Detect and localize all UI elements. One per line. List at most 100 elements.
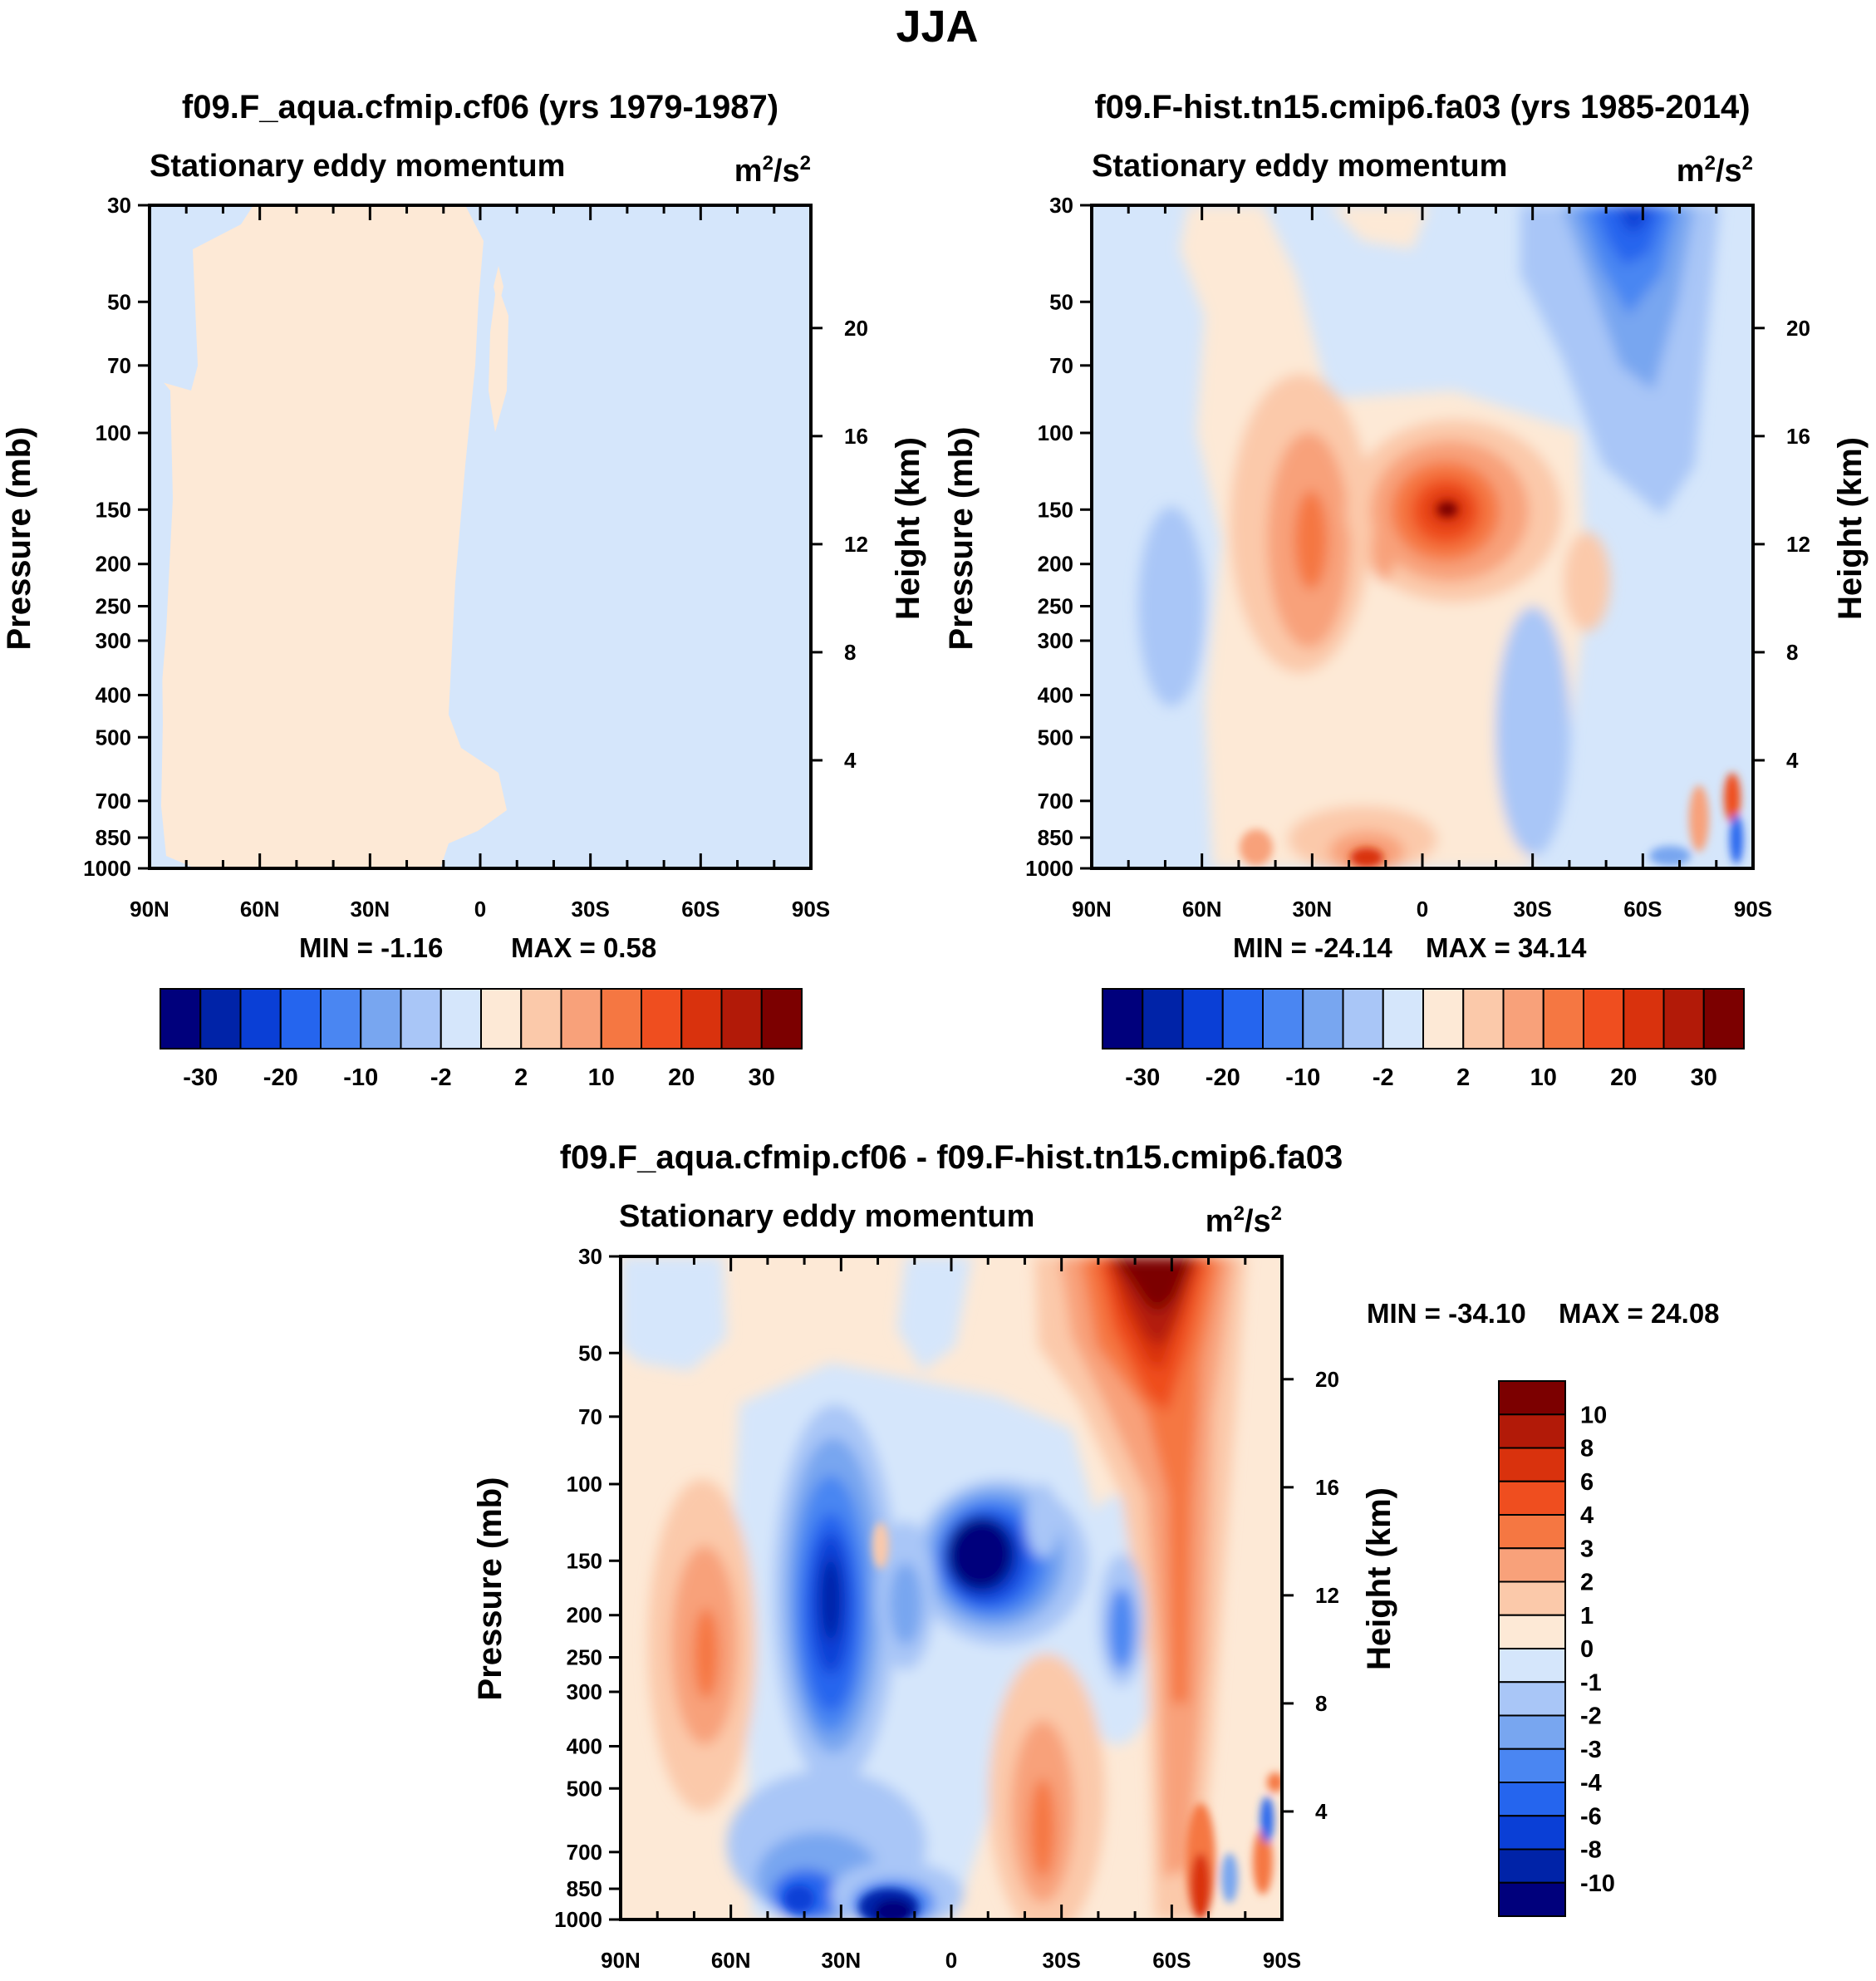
colorbar-label: 4 — [1580, 1502, 1594, 1529]
y-tick-label: 700 — [1038, 789, 1073, 814]
y-tick-label: 150 — [1038, 497, 1073, 522]
colorbar-swatch — [1498, 1848, 1566, 1884]
colorbar-label: 20 — [1610, 1064, 1637, 1091]
contour-band — [621, 1256, 727, 1371]
panel-title: f09.F_aqua.cfmip.cf06 - f09.F-hist.tn15.… — [560, 1139, 1343, 1176]
x-tick-label: 90N — [130, 897, 169, 922]
colorbar-label: 2 — [514, 1064, 528, 1091]
colorbar-label: -8 — [1580, 1837, 1602, 1864]
y-tick-label: 150 — [96, 497, 131, 522]
colorbar-swatch — [560, 988, 602, 1049]
contour-band — [1372, 515, 1395, 582]
y-tick-label: 70 — [107, 353, 131, 378]
y2-tick-label: 12 — [1315, 1583, 1339, 1608]
contour-band — [1191, 1853, 1211, 1920]
y-tick-label: 850 — [1038, 825, 1073, 850]
y2-tick-label: 12 — [1786, 532, 1810, 557]
min-label: MIN = -34.10 — [1367, 1298, 1526, 1329]
y-tick-label: 1000 — [1025, 856, 1073, 881]
contour-field — [621, 1256, 1282, 1920]
contour-band — [1294, 490, 1328, 590]
variable-label: Stationary eddy momentum — [150, 149, 565, 184]
y-tick-label: 30 — [1049, 193, 1073, 218]
contour-band — [1080, 1256, 1221, 1703]
contour-band — [1730, 814, 1743, 864]
colorbar-swatch — [1181, 988, 1224, 1049]
colorbar-swatch — [239, 988, 282, 1049]
contour-band — [1595, 205, 1666, 266]
contour-band — [889, 1562, 922, 1645]
y-tick-label: 100 — [96, 420, 131, 445]
units-label: m2/s2 — [734, 152, 811, 189]
colorbar-swatch — [760, 988, 803, 1049]
colorbar-swatch — [1498, 1748, 1566, 1783]
y-tick-label: 50 — [107, 289, 131, 314]
y-axis-title: Pressure (mb) — [472, 1477, 508, 1701]
contour-band — [1030, 1778, 1055, 1878]
contour-smooth-layer — [1138, 205, 1720, 868]
contour-band — [1649, 846, 1691, 866]
y2-tick-label: 20 — [1786, 316, 1810, 341]
y-tick-label: 400 — [1038, 682, 1073, 707]
y-tick-label: 250 — [567, 1645, 602, 1670]
colorbar-swatch — [1583, 988, 1625, 1049]
colorbar-label: -3 — [1580, 1737, 1602, 1763]
x-tick-label: 0 — [945, 1948, 957, 1973]
units-label: m2/s2 — [1677, 152, 1753, 189]
x-tick-label: 60S — [1623, 897, 1662, 922]
colorbar-swatch — [1498, 1681, 1566, 1717]
panel-title: f09.F-hist.tn15.cmip6.fa03 (yrs 1985-201… — [1094, 89, 1750, 125]
x-tick-label: 30N — [821, 1948, 861, 1973]
y2-tick-label: 8 — [1786, 640, 1798, 665]
contour-band — [1240, 829, 1273, 866]
colorbar-swatch — [320, 988, 362, 1049]
y2-tick-label: 4 — [1315, 1799, 1328, 1824]
colorbar-label: -2 — [1373, 1064, 1394, 1091]
contour-band — [1495, 607, 1570, 856]
contour-band — [1329, 205, 1429, 249]
contour-band — [1564, 532, 1610, 632]
x-tick-label: 30S — [572, 897, 610, 922]
colorbar-label: 2 — [1580, 1570, 1594, 1596]
colorbar-swatch — [440, 988, 482, 1049]
colorbar-label: 1 — [1580, 1603, 1594, 1630]
colorbar-label: 30 — [1691, 1064, 1717, 1091]
colorbar-swatch — [1498, 1480, 1566, 1516]
y-tick-label: 70 — [1049, 353, 1073, 378]
y-axis-title: Pressure (mb) — [943, 427, 980, 651]
y-tick-label: 700 — [567, 1840, 602, 1865]
colorbar-swatch — [600, 988, 642, 1049]
contour-band — [1260, 1797, 1274, 1843]
contour-band — [1724, 773, 1741, 823]
colorbar-swatch — [1498, 1714, 1566, 1750]
colorbar-swatch — [360, 988, 402, 1049]
colorbar-swatch — [1702, 988, 1745, 1049]
colorbar-swatch — [1498, 1815, 1566, 1851]
y-tick-label: 300 — [1038, 628, 1073, 653]
colorbar-swatch — [480, 988, 523, 1049]
y-tick-label: 30 — [107, 193, 131, 218]
colorbar-swatch — [400, 988, 442, 1049]
colorbar-swatch — [1342, 988, 1384, 1049]
colorbar-label: 10 — [588, 1064, 615, 1091]
colorbar-swatch — [1422, 988, 1465, 1049]
colorbar-label: 30 — [749, 1064, 775, 1091]
y2-tick-label: 4 — [1786, 748, 1799, 773]
y2-axis-title: Height (km) — [1832, 437, 1869, 620]
y-tick-label: 850 — [567, 1876, 602, 1901]
colorbar-label: -30 — [1125, 1064, 1160, 1091]
y-tick-label: 50 — [578, 1340, 602, 1365]
y2-tick-label: 8 — [844, 640, 856, 665]
colorbar-label: -10 — [1580, 1870, 1615, 1897]
y2-axis-title: Height (km) — [1361, 1487, 1397, 1670]
x-tick-label: 0 — [474, 897, 486, 922]
x-tick-label: 60N — [711, 1948, 751, 1973]
colorbar: -30 -20 -10 -2 2 10 20 30 — [160, 988, 803, 1091]
colorbar-label: -10 — [343, 1064, 378, 1091]
colorbar-label: 3 — [1580, 1536, 1594, 1562]
colorbar-label: -6 — [1580, 1803, 1602, 1830]
contour-sharp-layer — [1240, 502, 1743, 868]
variable-label: Stationary eddy momentum — [1092, 149, 1507, 184]
panel-title: f09.F_aqua.cfmip.cf06 (yrs 1979-1987) — [182, 89, 778, 125]
contour-band — [820, 1558, 842, 1641]
